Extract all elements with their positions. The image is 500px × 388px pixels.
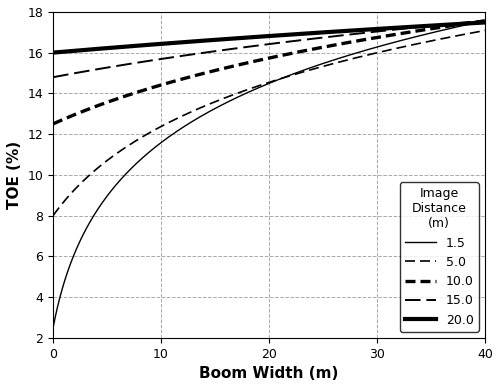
20.0 bbox=[248, 35, 254, 40]
5.0 bbox=[72, 187, 78, 191]
10.0 bbox=[50, 121, 56, 126]
5.0 bbox=[260, 82, 266, 87]
5.0 bbox=[482, 28, 488, 33]
1.5 bbox=[390, 40, 396, 45]
5.0 bbox=[248, 86, 254, 90]
Legend: 1.5, 5.0, 10.0, 15.0, 20.0: 1.5, 5.0, 10.0, 15.0, 20.0 bbox=[400, 182, 479, 331]
Line: 5.0: 5.0 bbox=[53, 30, 485, 216]
20.0 bbox=[260, 34, 266, 39]
20.0 bbox=[390, 26, 396, 30]
Line: 1.5: 1.5 bbox=[53, 21, 485, 327]
Line: 10.0: 10.0 bbox=[53, 21, 485, 124]
20.0 bbox=[50, 50, 56, 55]
Y-axis label: TOE (%): TOE (%) bbox=[7, 141, 22, 209]
20.0 bbox=[482, 20, 488, 25]
1.5 bbox=[482, 18, 488, 23]
10.0 bbox=[248, 59, 254, 64]
15.0 bbox=[390, 28, 396, 32]
1.5 bbox=[50, 325, 56, 330]
1.5 bbox=[470, 21, 476, 26]
10.0 bbox=[482, 19, 488, 23]
20.0 bbox=[72, 48, 78, 53]
5.0 bbox=[390, 47, 396, 51]
5.0 bbox=[470, 31, 476, 35]
10.0 bbox=[72, 112, 78, 117]
15.0 bbox=[482, 18, 488, 23]
15.0 bbox=[72, 71, 78, 75]
1.5 bbox=[470, 21, 476, 26]
20.0 bbox=[470, 21, 476, 26]
20.0 bbox=[470, 21, 476, 26]
15.0 bbox=[50, 75, 56, 80]
1.5 bbox=[260, 83, 266, 88]
10.0 bbox=[470, 20, 476, 25]
5.0 bbox=[50, 213, 56, 218]
15.0 bbox=[248, 44, 254, 48]
15.0 bbox=[470, 19, 476, 24]
10.0 bbox=[390, 33, 396, 37]
1.5 bbox=[248, 88, 254, 93]
Line: 15.0: 15.0 bbox=[53, 21, 485, 77]
15.0 bbox=[470, 19, 476, 24]
X-axis label: Boom Width (m): Boom Width (m) bbox=[200, 366, 339, 381]
15.0 bbox=[260, 43, 266, 47]
10.0 bbox=[260, 57, 266, 62]
Line: 20.0: 20.0 bbox=[53, 23, 485, 53]
5.0 bbox=[470, 30, 476, 35]
10.0 bbox=[470, 20, 476, 25]
1.5 bbox=[72, 249, 78, 254]
